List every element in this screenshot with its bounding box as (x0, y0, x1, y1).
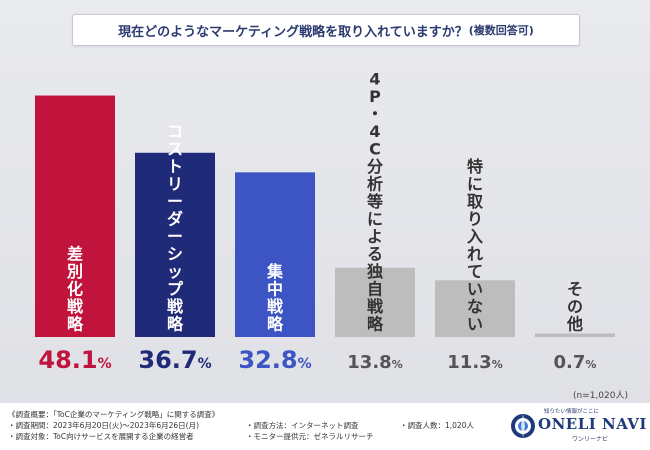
bar-group: 差別化戦略 48.1% (35, 95, 115, 374)
bar-value-label: 36.7% (138, 346, 211, 374)
bar-group: その他 0.7% (535, 280, 615, 373)
bar-group: 4 P ・ 4 C 分析等による独自戦略 13.8% (335, 70, 415, 373)
logo-mark-icon (511, 414, 535, 438)
bar-category-label: 差別化戦略 (67, 245, 84, 334)
footer-col-method: ・調査方法：インターネット調査 ・モニター提供元：ゼネラルリサーチ (246, 420, 374, 442)
chart-title: 現在どのようなマーケティング戦略を取り入れていますか？ (118, 24, 468, 40)
footer-line: ・調査対象：ToC向けサービスを展開する企業の経営者 (8, 432, 194, 441)
chart-title-suffix: (複数回答可) (468, 24, 534, 37)
footer-line: ・調査方法：インターネット調査 (246, 421, 359, 430)
bar-group: 特に取り入れていない 11.3% (435, 157, 515, 373)
bar-value-label: 32.8% (238, 346, 311, 374)
bar (535, 333, 615, 337)
footer-col-count: ・調査人数：1,020人 (400, 420, 474, 431)
bar-category-label: 集中戦略 (266, 262, 284, 334)
bar (435, 280, 515, 337)
sample-size-note: (n=1,020人) (572, 391, 628, 401)
bar-group: コストリーダーシップ戦略 36.7% (135, 122, 215, 374)
bar-category-label: 特に取り入れていない (467, 157, 483, 334)
bar (35, 95, 115, 338)
bar-value-label: 0.7% (554, 352, 597, 373)
logo-subname: ワンリーナビ (572, 436, 609, 443)
footer-line: ・モニター提供元：ゼネラルリサーチ (246, 432, 374, 441)
bar-group: 集中戦略 32.8% (235, 172, 315, 374)
logo-name: ONELI NAVI (538, 415, 647, 433)
footer-col-overview: 《調査概要：「ToC企業のマーケティング戦略」に関する調査》 ・調査期間：202… (8, 409, 219, 442)
bar (335, 267, 415, 337)
bar-category-label: コストリーダーシップ戦略 (167, 122, 184, 334)
bar-category-label: その他 (566, 280, 583, 334)
footer-line: ・調査人数：1,020人 (400, 421, 474, 430)
survey-footer: 《調査概要：「ToC企業のマーケティング戦略」に関する調査》 ・調査期間：202… (0, 403, 650, 450)
bar-value-label: 13.8% (347, 352, 402, 373)
bar-value-label: 11.3% (447, 352, 502, 373)
logo-tagline: 知りたい情報がここに (544, 409, 600, 415)
footer-line: 《調査概要：「ToC企業のマーケティング戦略」に関する調査》 (8, 410, 220, 419)
footer-line: ・調査期間：2023年6月20日(火)〜2023年6月26日(月) (8, 421, 200, 430)
bar (135, 152, 215, 337)
bar-chart: 差別化戦略 48.1% コストリーダーシップ戦略 36.7% 集中戦略 32.8% 4 P ・ 4… (35, 70, 615, 374)
chart-title-box: 現在どのようなマーケティング戦略を取り入れていますか？ (複数回答可) (72, 14, 580, 46)
bar-category-label: 4 P ・ 4 C 分析等による独自戦略 (366, 70, 384, 334)
bar-value-label: 48.1% (38, 346, 111, 374)
oneli-navi-logo: 知りたい情報がここに ONELI NAVI ワンリーナビ (510, 407, 646, 445)
bar (235, 172, 315, 337)
